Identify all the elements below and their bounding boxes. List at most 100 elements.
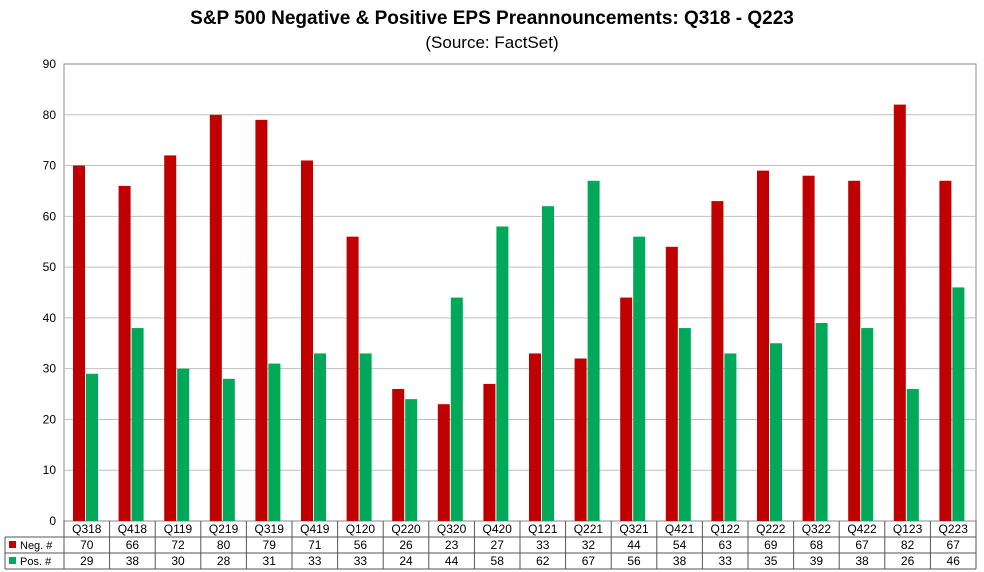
data-label: 56 [627,554,641,568]
data-label: 38 [855,554,869,568]
x-tick-label: Q418 [118,522,148,536]
neg-bar [346,236,359,521]
data-label: 67 [582,554,596,568]
data-label: 26 [901,554,915,568]
data-label: 58 [491,554,505,568]
legend-label: Pos. # [20,556,52,568]
y-tick-label: 10 [43,463,57,477]
y-tick-label: 90 [43,57,57,71]
pos-bar [496,226,509,521]
data-label: 70 [80,538,94,552]
pos-bar [770,343,782,521]
x-tick-label: Q120 [346,522,376,536]
x-tick-label: Q122 [711,522,741,536]
x-tick-label: Q419 [300,522,330,536]
data-label: 32 [582,538,596,552]
pos-bar [131,328,144,521]
neg-bar [164,155,177,521]
data-label: 67 [947,538,961,552]
pos-bar [177,368,190,521]
x-tick-label: Q322 [802,522,832,536]
neg-bar [73,165,85,522]
neg-bar [301,160,313,521]
data-label: 39 [810,554,824,568]
x-tick-label: Q221 [574,522,604,536]
legend-swatch [9,557,16,564]
pos-bar [815,322,828,521]
neg-bar [939,180,952,522]
data-label: 44 [445,554,459,568]
x-tick-label: Q422 [847,522,877,536]
pos-bar [952,287,965,521]
neg-bar [529,353,541,521]
y-tick-label: 80 [43,108,57,122]
data-label: 80 [217,538,231,552]
y-tick-label: 0 [49,514,56,528]
y-tick-label: 30 [43,362,57,376]
pos-bar [633,236,646,521]
pos-bar [314,353,326,521]
data-label: 46 [947,554,961,568]
pos-bar [678,328,691,521]
x-tick-label: Q318 [72,522,102,536]
neg-bar [802,175,815,521]
data-label: 72 [171,538,185,552]
pos-bar [906,388,919,521]
x-tick-label: Q121 [528,522,558,536]
x-tick-label: Q320 [437,522,467,536]
neg-bar [392,388,405,521]
pos-bar [268,363,281,521]
data-label: 69 [764,538,778,552]
y-tick-label: 20 [43,412,57,426]
x-tick-label: Q321 [619,522,649,536]
neg-bar [620,297,633,521]
x-tick-label: Q222 [756,522,786,536]
data-label: 26 [399,538,413,552]
pos-bar [405,399,418,521]
data-label: 44 [627,538,641,552]
data-label: 38 [126,554,140,568]
data-label: 38 [673,554,687,568]
data-label: 82 [901,538,915,552]
y-tick-label: 60 [43,209,57,223]
neg-bar [437,404,450,521]
data-label: 62 [536,554,550,568]
data-label: 63 [719,538,733,552]
neg-bar [118,185,131,521]
data-label: 68 [810,538,824,552]
pos-bar [222,378,235,521]
neg-bar [848,180,861,522]
data-label: 33 [536,538,550,552]
data-label: 30 [171,554,185,568]
neg-bar [574,358,587,521]
y-tick-label: 50 [43,260,57,274]
neg-bar [711,201,724,521]
y-tick-label: 40 [43,311,57,325]
pos-bar [359,353,372,521]
legend-label: Neg. # [20,540,53,552]
data-label: 24 [399,554,413,568]
data-label: 71 [308,538,322,552]
x-tick-label: Q219 [209,522,239,536]
chart-subtitle: (Source: FactSet) [425,33,559,52]
neg-bar [665,246,678,522]
data-label: 54 [673,538,687,552]
neg-bar [483,383,496,521]
pos-bar [86,373,98,521]
data-label: 33 [719,554,733,568]
chart-title: S&P 500 Negative & Positive EPS Preannou… [190,8,794,29]
pos-bar [542,206,554,521]
data-label: 29 [80,554,94,568]
pos-bar [450,297,463,521]
neg-bar [255,119,268,521]
data-label: 56 [354,538,368,552]
neg-bar [209,114,222,522]
pos-bar [861,328,874,521]
plot-area [63,63,977,522]
data-label: 31 [263,554,277,568]
x-tick-label: Q223 [939,522,969,536]
x-tick-label: Q319 [255,522,285,536]
data-label: 79 [263,538,277,552]
data-label: 66 [126,538,140,552]
